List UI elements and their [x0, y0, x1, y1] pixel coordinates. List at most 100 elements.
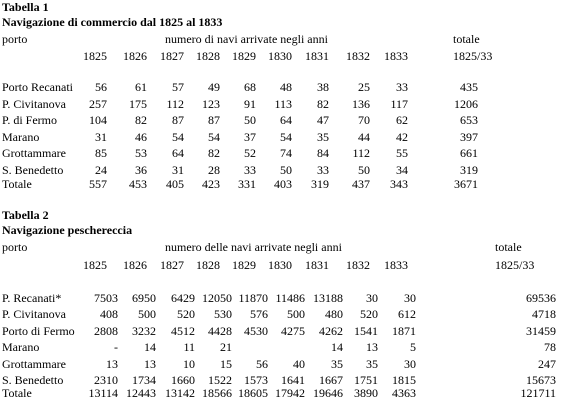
cell: 403 [274, 177, 292, 191]
year-header: 1827 [160, 258, 184, 272]
cell: 423 [202, 177, 220, 191]
row-label: Porto Recanati [2, 80, 73, 94]
total-cell: 15673 [526, 373, 556, 387]
cell: 175 [129, 97, 147, 111]
cell: 13 [106, 357, 118, 371]
cell: 4530 [244, 324, 268, 338]
cell: 408 [100, 307, 118, 321]
cell: 7503 [94, 291, 118, 305]
cell: 30 [366, 291, 378, 305]
cell: 46 [135, 130, 147, 144]
cell: 500 [287, 307, 305, 321]
cell: 257 [89, 97, 107, 111]
year-header: 1829 [232, 49, 256, 63]
cell: 48 [280, 80, 292, 94]
cell: 11486 [275, 291, 305, 305]
total-cell: 31459 [526, 324, 556, 338]
cell: 40 [293, 357, 305, 371]
cell: 113 [274, 97, 292, 111]
cell: 49 [208, 80, 220, 94]
cell: 136 [352, 97, 370, 111]
year-header: 1831 [305, 49, 329, 63]
table-label: Tabella 1 [2, 0, 49, 14]
cell: 31 [95, 130, 107, 144]
table-title: Navigazione peschereccia [2, 223, 133, 237]
cell: 25 [358, 80, 370, 94]
year-header: 1830 [268, 258, 292, 272]
table-label: Tabella 2 [2, 208, 49, 222]
col-header: porto [2, 240, 28, 254]
cell: 405 [166, 177, 184, 191]
cell: 44 [358, 130, 370, 144]
year-header: 1827 [160, 49, 184, 63]
cell: 34 [396, 163, 408, 177]
cell: 56 [256, 357, 268, 371]
cell: 82 [208, 146, 220, 160]
col-header: porto [2, 32, 28, 46]
cell: - [114, 340, 118, 354]
year-header: 1825 [83, 49, 107, 63]
cell: 453 [129, 177, 147, 191]
cell: 1660 [171, 373, 195, 387]
cell: 6950 [132, 291, 156, 305]
cell: 50 [358, 163, 370, 177]
row-label: Grottammare [2, 146, 66, 160]
cell: 1522 [208, 373, 232, 387]
cell: 35 [317, 130, 329, 144]
cell: 61 [135, 80, 147, 94]
cell: 21 [220, 340, 232, 354]
cell: 82 [317, 97, 329, 111]
row-label: Grottammare [2, 357, 66, 371]
row-label: S. Benedetto [2, 163, 64, 177]
cell: 17942 [275, 386, 305, 400]
cell: 4363 [392, 386, 416, 400]
cell: 62 [396, 113, 408, 127]
row-label: Totale [2, 177, 32, 191]
cell: 612 [398, 307, 416, 321]
cell: 33 [396, 80, 408, 94]
cell: 64 [172, 146, 184, 160]
cell: 56 [95, 80, 107, 94]
cell: 123 [202, 97, 220, 111]
col-header: numero delle navi arrivate negli anni [165, 240, 342, 254]
cell: 70 [358, 113, 370, 127]
total-cell: 4718 [532, 307, 556, 321]
row-label: P. Civitanova [2, 97, 67, 111]
total-cell: 247 [538, 357, 556, 371]
row-label: Totale [2, 386, 32, 400]
row-label: Porto di Fermo [2, 324, 75, 338]
total-cell: 69536 [526, 291, 556, 305]
cell: 2808 [94, 324, 118, 338]
cell: 18605 [238, 386, 268, 400]
cell: 33 [244, 163, 256, 177]
cell: 112 [166, 97, 184, 111]
col-header: totale [453, 32, 480, 46]
table-title: Navigazione di commercio dal 1825 al 183… [2, 15, 223, 29]
cell: 37 [244, 130, 256, 144]
cell: 500 [138, 307, 156, 321]
total-cell: 435 [460, 80, 478, 94]
cell: 1815 [392, 373, 416, 387]
cell: 54 [172, 130, 184, 144]
year-header: 1826 [123, 258, 147, 272]
cell: 12050 [202, 291, 232, 305]
cell: 14 [331, 340, 343, 354]
cell: 11870 [238, 291, 268, 305]
cell: 1734 [132, 373, 156, 387]
cell: 6429 [171, 291, 195, 305]
cell: 82 [135, 113, 147, 127]
col-header: totale [495, 240, 522, 254]
cell: 24 [95, 163, 107, 177]
cell: 576 [250, 307, 268, 321]
total-cell: 661 [460, 146, 478, 160]
total-cell: 319 [460, 163, 478, 177]
cell: 52 [244, 146, 256, 160]
total-cell: 397 [460, 130, 478, 144]
cell: 520 [177, 307, 195, 321]
cell: 1541 [354, 324, 378, 338]
cell: 53 [135, 146, 147, 160]
cell: 1871 [392, 324, 416, 338]
cell: 437 [352, 177, 370, 191]
year-header: 1825 [83, 258, 107, 272]
cell: 54 [208, 130, 220, 144]
